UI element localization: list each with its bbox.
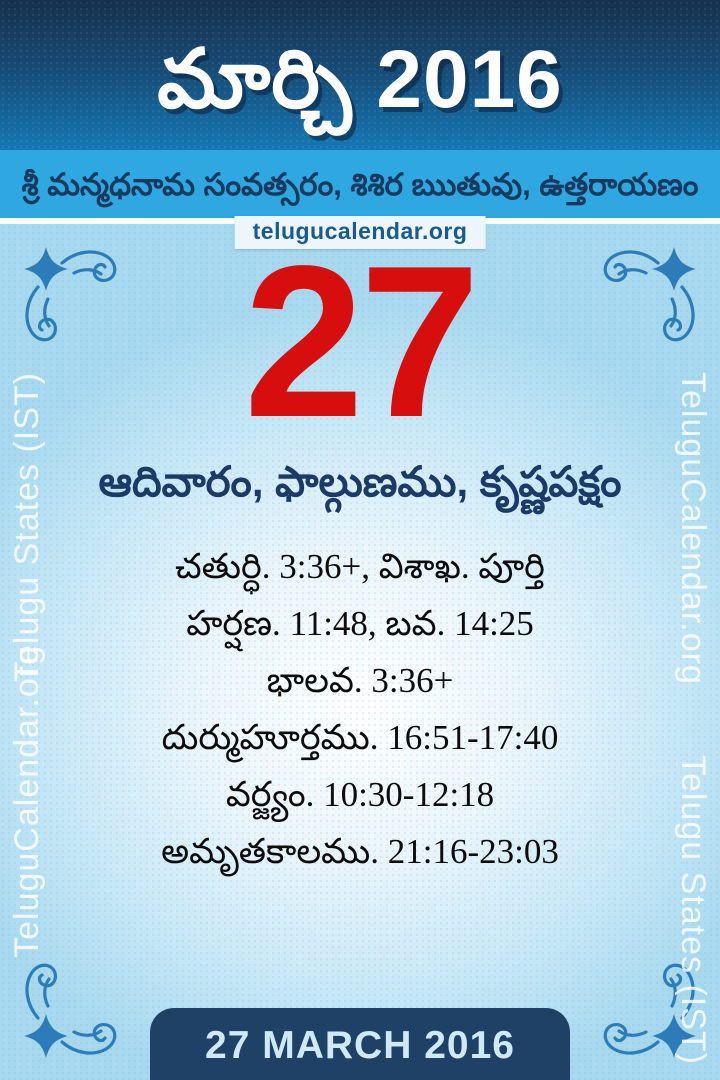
- watermark-site-right: TeluguCalendar.org: [674, 372, 712, 685]
- footer-date-text: 27 MARCH 2016: [205, 1024, 515, 1067]
- flourish-corner-icon: [592, 243, 702, 353]
- panchangam-line-tithi: చతుర్ధి. 3:36+, విశాఖ. పూర్తి: [175, 547, 545, 586]
- month-header: మార్చి 2016: [0, 0, 720, 150]
- panchangam-line-varjyam: వర్జ్యం. 10:30-12:18: [225, 775, 495, 814]
- samvatsaram-band: శ్రీ మన్మధనామ సంవత్సరం, శిశిర ఋతువు, ఉత్…: [0, 150, 720, 224]
- watermark-site-left: TeluguCalendar.org: [8, 645, 46, 958]
- samvatsaram-text: శ్రీ మన్మధనామ సంవత్సరం, శిశిర ఋతువు, ఉత్…: [21, 167, 699, 202]
- panchangam-line-karanam: భాలవ. 3:36+: [266, 661, 454, 700]
- watermark-telugu-states-left: Telugu States (IST): [8, 372, 46, 683]
- flourish-corner-icon: [18, 243, 128, 353]
- panchangam-line-yogam: హర్షణ. 11:48, బవ. 14:25: [186, 604, 534, 643]
- panchangam-line-durmuhurtam: దుర్ముహూర్తము. 16:51-17:40: [161, 718, 559, 757]
- watermark-telugu-states-right: Telugu States (IST): [674, 755, 712, 1066]
- panchangam-line-amritakalam: అమృతకాలము. 21:16-23:03: [161, 832, 559, 871]
- month-title: మార్చి 2016: [157, 34, 563, 125]
- site-badge-link[interactable]: telugucalendar.org: [234, 216, 486, 249]
- footer-date-box: 27 MARCH 2016: [150, 1008, 570, 1080]
- weekday-masam-paksham: ఆదివారం, ఫాల్గుణము, కృష్ణపక్షం: [98, 458, 622, 505]
- calendar-body: [0, 224, 720, 1080]
- panchangam-details: చతుర్ధి. 3:36+, విశాఖ. పూర్తి హర్షణ. 11:…: [0, 538, 720, 880]
- flourish-corner-icon: [18, 952, 128, 1062]
- day-number: 27: [243, 220, 480, 462]
